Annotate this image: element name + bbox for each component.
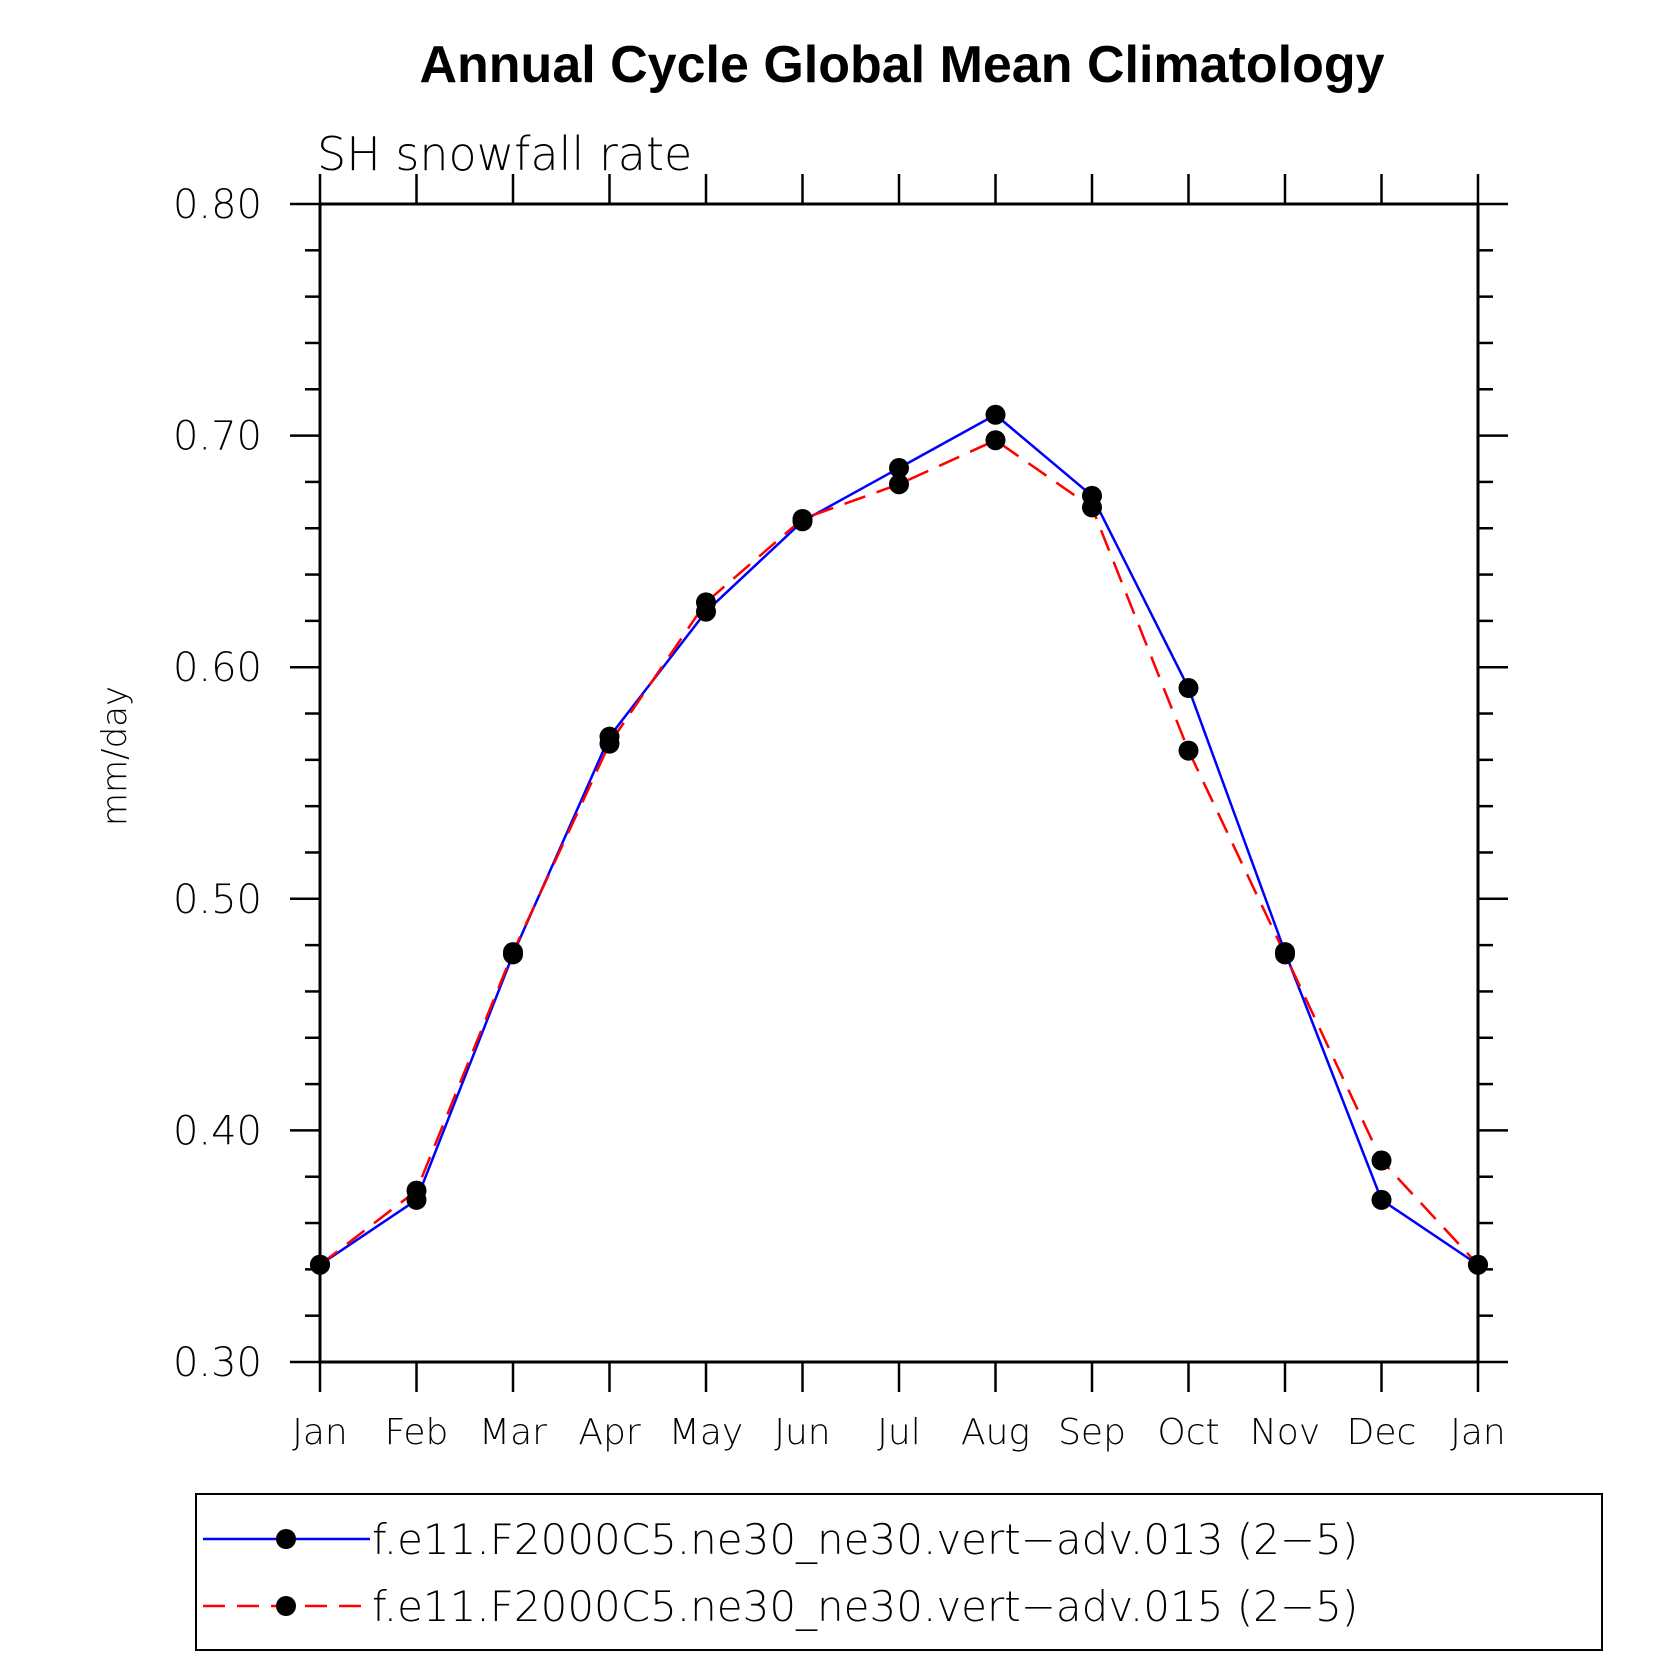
y-tick-label: 0.40 — [173, 1108, 262, 1154]
x-tick-label: May — [669, 1412, 743, 1453]
y-tick-label: 0.80 — [173, 182, 262, 228]
x-tick-label: Sep — [1058, 1412, 1126, 1453]
legend: f.e11.F2000C5.ne30_ne30.vert−adv.013 (2−… — [195, 1493, 1603, 1651]
data-point — [1371, 1150, 1392, 1171]
axis-ticks — [290, 174, 1508, 1392]
x-tick-labels: Jan Feb Mar Apr May Jun Jul Aug Sep Oct Nov Dec Jan — [292, 1412, 1506, 1453]
data-point — [599, 733, 620, 754]
y-tick-label: 0.50 — [173, 877, 262, 923]
y-tick-label: 0.70 — [173, 414, 262, 460]
series-line-1 — [319, 438, 1479, 1266]
x-tick-label: Apr — [578, 1412, 640, 1453]
y-tick-label: 0.30 — [173, 1340, 262, 1386]
x-tick-label: Jul — [877, 1412, 920, 1453]
legend-label-013: f.e11.F2000C5.ne30_ne30.vert−adv.013 (2−… — [372, 1515, 1358, 1564]
legend-label-015: f.e11.F2000C5.ne30_ne30.vert−adv.015 (2−… — [372, 1582, 1358, 1631]
x-tick-label: Nov — [1250, 1412, 1320, 1453]
y-axis-label: mm/day — [95, 686, 135, 826]
legend-marker-013 — [276, 1529, 296, 1549]
data-point — [696, 592, 716, 613]
data-point — [1371, 1189, 1392, 1210]
legend-box — [195, 1493, 1603, 1651]
x-tick-label: Jan — [292, 1412, 348, 1453]
x-tick-label: Aug — [961, 1412, 1030, 1453]
data-point — [1082, 497, 1102, 518]
series-markers — [310, 404, 1488, 1275]
data-point — [406, 1180, 427, 1201]
data-point — [792, 508, 813, 529]
y-tick-label: 0.60 — [173, 645, 262, 691]
x-tick-label: Feb — [385, 1412, 449, 1453]
chart-title: Annual Cycle Global Mean Climatology — [419, 36, 1384, 94]
data-point — [889, 474, 909, 495]
x-tick-label: Jan — [1450, 1412, 1506, 1453]
data-point — [1275, 944, 1295, 965]
data-point — [985, 430, 1006, 451]
x-tick-label: Dec — [1347, 1412, 1417, 1453]
data-point — [1178, 678, 1199, 699]
x-tick-label: Mar — [479, 1412, 547, 1453]
plot-frame — [318, 202, 1480, 1364]
data-point — [310, 1254, 330, 1275]
x-tick-label: Oct — [1157, 1412, 1219, 1453]
x-tick-label: Jun — [774, 1412, 830, 1453]
data-point — [889, 458, 909, 479]
y-tick-labels: 0.30 0.40 0.50 0.60 0.70 0.80 — [173, 182, 262, 1386]
series-line-0 — [319, 413, 1479, 1266]
data-point — [1468, 1254, 1488, 1275]
chart-subtitle: SH snowfall rate — [317, 127, 692, 181]
data-point — [1178, 740, 1199, 761]
legend-marker-015 — [276, 1596, 296, 1616]
data-point — [985, 404, 1006, 425]
data-point — [503, 942, 523, 963]
series-lines — [319, 413, 1479, 1266]
